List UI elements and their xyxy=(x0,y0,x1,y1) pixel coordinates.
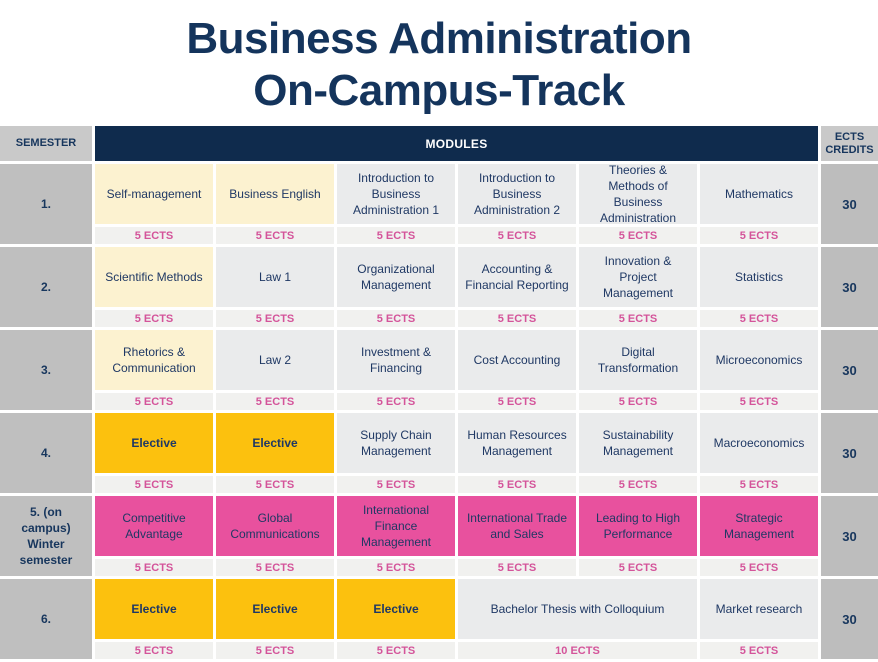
module-cell: Law 2 xyxy=(216,330,334,390)
module-ects-label: 5 ECTS xyxy=(95,310,213,327)
module-cell: Human Resources Management xyxy=(458,413,576,473)
modules-column-header: MODULES xyxy=(95,126,818,161)
module-cell: Statistics xyxy=(700,247,818,307)
module-ects-label: 5 ECTS xyxy=(458,310,576,327)
module-ects-label: 5 ECTS xyxy=(700,642,818,659)
module-cell: Theories & Methods of Business Administr… xyxy=(579,163,697,225)
module-cell: Introduction to Business Administration … xyxy=(458,164,576,224)
module-ects-label: 5 ECTS xyxy=(700,310,818,327)
module-ects-label: 5 ECTS xyxy=(95,227,213,244)
module-ects-label: 5 ECTS xyxy=(579,393,697,410)
module-ects-label: 5 ECTS xyxy=(337,642,455,659)
module-cell: International Finance Management xyxy=(337,496,455,556)
ects-credits-column-header: ECTS CREDITS xyxy=(821,126,878,161)
module-ects-label: 5 ECTS xyxy=(337,310,455,327)
module-cell: Innovation & Project Management xyxy=(579,247,697,307)
module-ects-label: 5 ECTS xyxy=(337,393,455,410)
module-ects-label: 5 ECTS xyxy=(579,310,697,327)
module-ects-label: 5 ECTS xyxy=(95,559,213,576)
table-header-row: SEMESTER MODULES ECTS CREDITS xyxy=(0,126,878,161)
semester-total-credits: 30 xyxy=(821,330,878,410)
semester-label: 6. xyxy=(0,579,92,659)
semester-label: 5. (on campus) Winter semester xyxy=(0,496,92,576)
semester-column-header: SEMESTER xyxy=(0,126,92,161)
module-cell: Elective xyxy=(337,579,455,639)
semester-label: 4. xyxy=(0,413,92,493)
module-ects-label: 5 ECTS xyxy=(337,476,455,493)
module-cell: Strategic Management xyxy=(700,496,818,556)
module-ects-label: 5 ECTS xyxy=(95,476,213,493)
module-cell: Macroeconomics xyxy=(700,413,818,473)
module-ects-label: 5 ECTS xyxy=(700,559,818,576)
module-ects-label: 5 ECTS xyxy=(700,227,818,244)
module-cell: Elective xyxy=(95,413,213,473)
module-ects-label: 5 ECTS xyxy=(700,393,818,410)
module-ects-label: 5 ECTS xyxy=(458,559,576,576)
semester-row-4: 4. Elective 5 ECTS Elective 5 ECTS Supply Cha… xyxy=(0,413,878,493)
module-cell: Business English xyxy=(216,164,334,224)
semester-label: 3. xyxy=(0,330,92,410)
module-cell: Elective xyxy=(216,579,334,639)
module-ects-label: 5 ECTS xyxy=(337,227,455,244)
module-cell: Accounting & Financial Reporting xyxy=(458,247,576,307)
module-ects-label: 5 ECTS xyxy=(216,227,334,244)
page-title: Business Administration On-Campus-Track xyxy=(0,0,878,126)
module-cell: Digital Transformation xyxy=(579,330,697,390)
module-cell: Bachelor Thesis with Colloquium xyxy=(458,579,697,639)
page-title-line1: Business Administration xyxy=(186,13,692,63)
semester-row-5: 5. (on campus) Winter semester Competitiv… xyxy=(0,496,878,576)
curriculum-table: 1. Self-management 5 ECTS Business English 5… xyxy=(0,163,878,659)
semester-row-6: 6. Elective 5 ECTS Elective 5 ECTS Elective 5 … xyxy=(0,579,878,659)
module-ects-label: 5 ECTS xyxy=(216,476,334,493)
module-cell: Competitive Advantage xyxy=(95,496,213,556)
module-cell: Global Communications xyxy=(216,496,334,556)
module-cell: Supply Chain Management xyxy=(337,413,455,473)
module-cell: Rhetorics & Communication xyxy=(95,330,213,390)
semester-total-credits: 30 xyxy=(821,413,878,493)
module-ects-label: 5 ECTS xyxy=(337,559,455,576)
semester-total-credits: 30 xyxy=(821,496,878,576)
module-ects-label: 5 ECTS xyxy=(579,476,697,493)
module-ects-label: 5 ECTS xyxy=(95,393,213,410)
module-cell: Microeconomics xyxy=(700,330,818,390)
module-cell: Elective xyxy=(95,579,213,639)
semester-label: 2. xyxy=(0,247,92,327)
module-ects-label: 5 ECTS xyxy=(700,476,818,493)
module-ects-label: 5 ECTS xyxy=(458,393,576,410)
module-cell: Introduction to Business Administration … xyxy=(337,164,455,224)
semester-total-credits: 30 xyxy=(821,579,878,659)
module-cell: International Trade and Sales xyxy=(458,496,576,556)
module-ects-label: 5 ECTS xyxy=(216,310,334,327)
module-ects-label: 5 ECTS xyxy=(216,393,334,410)
semester-total-credits: 30 xyxy=(821,164,878,244)
module-cell: Investment & Financing xyxy=(337,330,455,390)
module-ects-label: 10 ECTS xyxy=(458,642,697,659)
module-ects-label: 5 ECTS xyxy=(579,227,697,244)
module-ects-label: 5 ECTS xyxy=(216,642,334,659)
module-cell: Market research xyxy=(700,579,818,639)
module-ects-label: 5 ECTS xyxy=(458,227,576,244)
module-cell: Cost Accounting xyxy=(458,330,576,390)
semester-label: 1. xyxy=(0,164,92,244)
semester-row-1: 1. Self-management 5 ECTS Business English 5… xyxy=(0,163,878,244)
semester-total-credits: 30 xyxy=(821,247,878,327)
module-cell: Leading to High Performance xyxy=(579,496,697,556)
module-cell: Sustainability Management xyxy=(579,413,697,473)
module-ects-label: 5 ECTS xyxy=(579,559,697,576)
module-cell: Organizational Management xyxy=(337,247,455,307)
module-ects-label: 5 ECTS xyxy=(216,559,334,576)
module-cell: Mathematics xyxy=(700,164,818,224)
module-ects-label: 5 ECTS xyxy=(95,642,213,659)
module-cell: Law 1 xyxy=(216,247,334,307)
module-ects-label: 5 ECTS xyxy=(458,476,576,493)
module-cell: Self-management xyxy=(95,164,213,224)
page-title-line2: On-Campus-Track xyxy=(253,65,625,115)
module-cell: Elective xyxy=(216,413,334,473)
module-cell: Scientific Methods xyxy=(95,247,213,307)
